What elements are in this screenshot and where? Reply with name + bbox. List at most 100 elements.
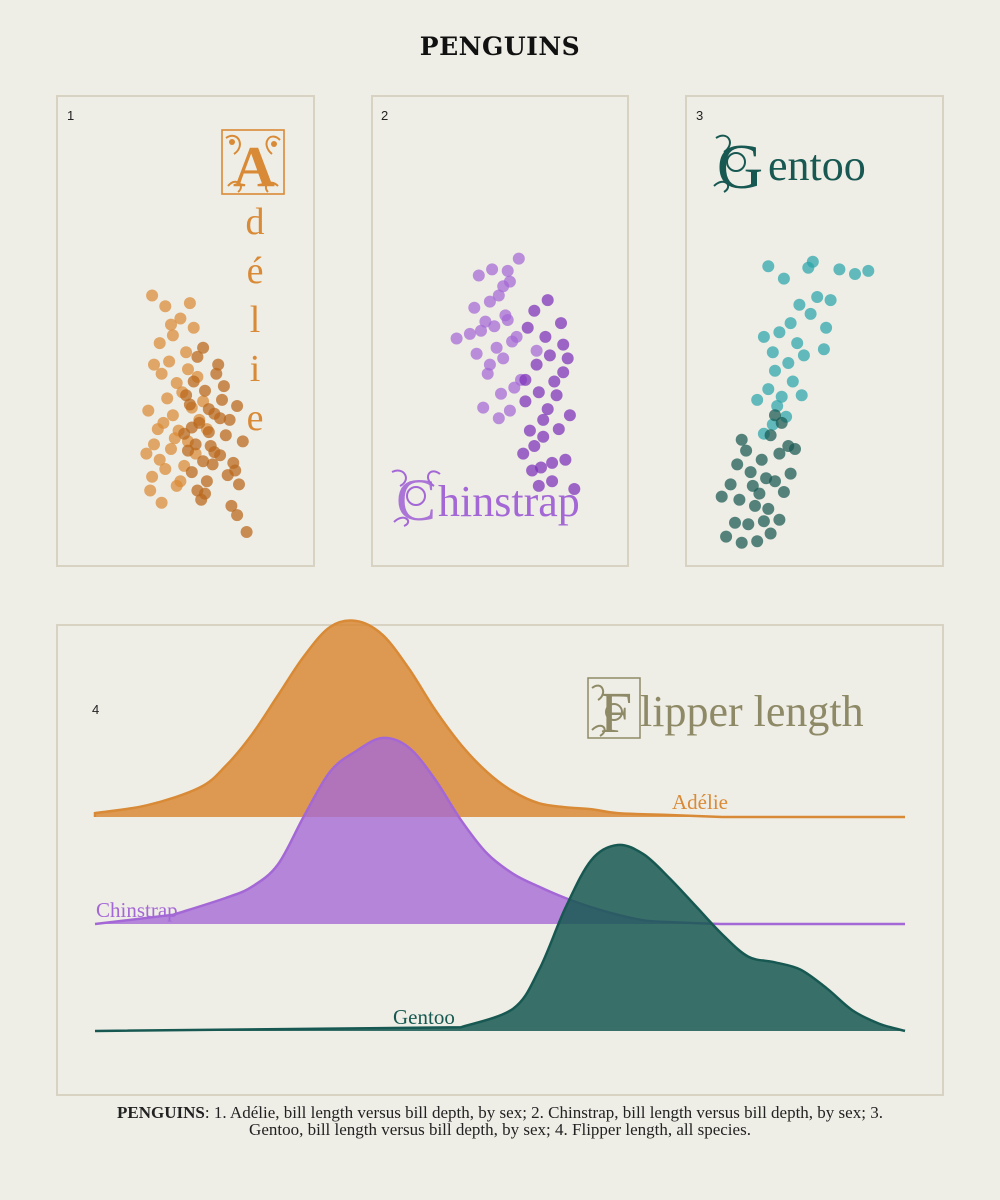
- scatter-point: [497, 280, 510, 293]
- scatter-point: [795, 389, 808, 402]
- scatter-point: [824, 294, 837, 307]
- scatter-point: [231, 400, 244, 412]
- flipper-length-ridgeline-chart: Adélie Chinstrap Gentoo: [93, 619, 906, 1033]
- scatter-point: [548, 375, 561, 388]
- scatter-point: [757, 330, 770, 343]
- scatter-point: [199, 487, 211, 500]
- scatter-point: [142, 404, 155, 417]
- scatter-point: [148, 358, 160, 371]
- flipper-length-label: lipper length: [640, 687, 864, 736]
- scatter-point: [546, 456, 559, 469]
- scatter-point: [503, 404, 516, 417]
- scatter-point: [539, 330, 552, 343]
- scatter-point: [773, 326, 786, 339]
- scatter-point: [773, 447, 786, 460]
- scatter-point: [552, 423, 565, 436]
- scatter-point: [202, 426, 215, 439]
- scatter-point: [735, 433, 748, 446]
- scatter-point: [468, 301, 481, 314]
- scatter-point: [199, 384, 211, 397]
- scatter-point: [216, 393, 228, 406]
- scatter-point: [744, 466, 757, 479]
- scatter-point: [506, 335, 519, 348]
- scatter-point: [528, 440, 541, 452]
- scatter-point: [762, 260, 775, 273]
- scatter-point: [185, 466, 198, 479]
- gentoo-label: entoo: [768, 141, 866, 190]
- scatter-point: [483, 295, 496, 308]
- scatter-point: [217, 380, 230, 393]
- scatter-point: [550, 389, 563, 402]
- scatter-point: [746, 479, 759, 492]
- figure-caption: PENGUINS: 1. Adélie, bill length versus …: [100, 1104, 900, 1138]
- scatter-point: [561, 352, 574, 365]
- scatter-point: [543, 349, 556, 362]
- scatter-point: [187, 375, 200, 388]
- series-label: Adélie: [672, 790, 728, 814]
- scatter-point: [742, 518, 755, 531]
- scatter-point: [450, 332, 463, 345]
- density-outline-3: [94, 843, 906, 1033]
- panel-adelie: [56, 95, 315, 567]
- scatter-point: [512, 252, 525, 265]
- scatter-point: [161, 392, 174, 405]
- scatter-point: [530, 358, 543, 371]
- scatter-point: [775, 416, 788, 429]
- scatter-point: [820, 321, 833, 334]
- scatter-point: [183, 297, 196, 310]
- scatter-point: [492, 412, 505, 425]
- scatter-point: [202, 403, 215, 416]
- scatter-point: [724, 478, 737, 491]
- scatter-point: [557, 366, 570, 379]
- scatter-point: [488, 320, 501, 333]
- scatter-point: [483, 358, 496, 371]
- scatter-point: [497, 352, 510, 365]
- scatter-point: [159, 300, 172, 313]
- scatter-point: [219, 429, 232, 442]
- scatter-point: [187, 321, 200, 334]
- svg-text:A: A: [233, 134, 275, 199]
- scatter-point: [766, 418, 779, 431]
- scatter-point: [731, 458, 744, 471]
- scatter-point: [191, 350, 204, 363]
- scatter-point: [481, 367, 494, 380]
- scatter-point: [486, 263, 499, 276]
- scatter-point: [231, 509, 244, 522]
- chinstrap-scatter-plot: [450, 252, 581, 495]
- chinstrap-drop-cap-ornament-icon: C: [391, 467, 441, 533]
- scatter-point: [757, 515, 770, 528]
- scatter-point: [180, 346, 193, 359]
- scatter-point: [789, 443, 801, 455]
- scatter-point: [472, 269, 485, 282]
- scatter-point: [229, 464, 242, 477]
- scatter-point: [174, 475, 187, 488]
- svg-text:F: F: [600, 680, 632, 745]
- scatter-point: [475, 324, 487, 337]
- scatter-point: [568, 483, 581, 495]
- scatter-point: [153, 453, 166, 466]
- scatter-point: [784, 467, 797, 480]
- scatter-point: [557, 338, 570, 351]
- scatter-point: [541, 403, 554, 416]
- density-area-1: [95, 620, 905, 817]
- scatter-point: [223, 413, 236, 426]
- gentoo-drop-cap-ornament-icon: G: [713, 131, 763, 202]
- scatter-point: [225, 499, 238, 512]
- scatter-point: [165, 318, 177, 331]
- scatter-point: [178, 427, 191, 440]
- svg-text:G: G: [717, 131, 763, 202]
- scatter-point: [733, 493, 746, 506]
- scatter-point: [501, 314, 514, 326]
- scatter-point: [771, 400, 784, 412]
- panel-number-3: 3: [696, 108, 704, 123]
- scatter-point: [148, 438, 160, 451]
- scatter-point: [862, 264, 875, 277]
- scatter-point: [477, 401, 490, 414]
- scatter-point: [519, 373, 532, 386]
- svg-text:C: C: [396, 467, 436, 533]
- scatter-point: [523, 424, 536, 437]
- scatter-point: [212, 358, 225, 371]
- series-label: Gentoo: [393, 1005, 455, 1029]
